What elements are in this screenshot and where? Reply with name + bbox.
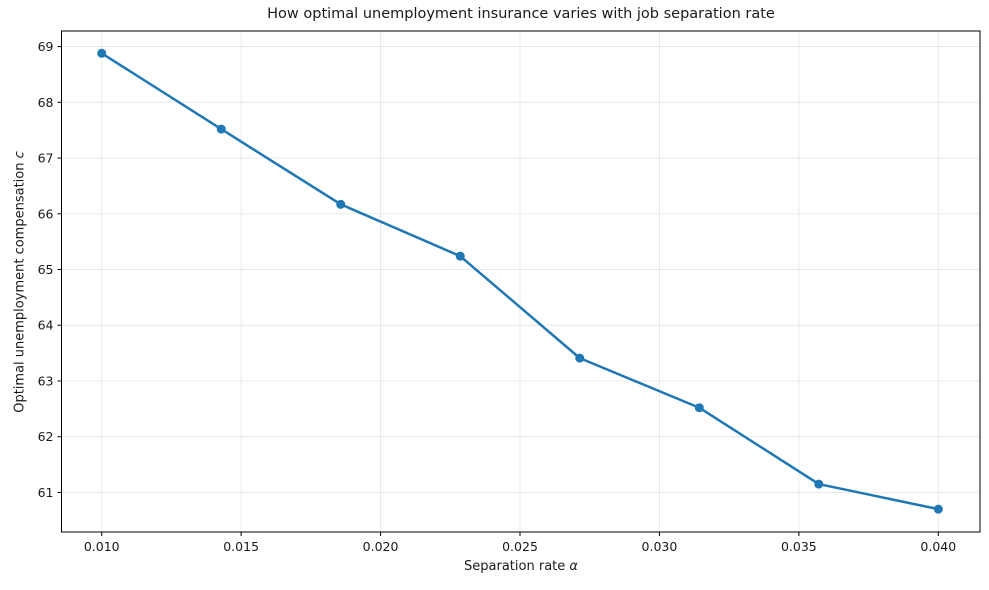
y-tick-label: 64 bbox=[38, 318, 54, 333]
plot-border bbox=[61, 30, 981, 533]
x-axis-label: Separation rate α bbox=[62, 559, 980, 574]
x-tick-label: 0.020 bbox=[363, 539, 399, 554]
data-point bbox=[694, 403, 704, 413]
data-point bbox=[97, 48, 107, 58]
y-tick-label: 67 bbox=[38, 151, 54, 166]
x-tick-label: 0.030 bbox=[642, 539, 678, 554]
x-tick-label: 0.010 bbox=[84, 539, 120, 554]
y-tick-label: 62 bbox=[38, 429, 54, 444]
y-tick-label: 68 bbox=[38, 95, 54, 110]
x-axis-label-symbol: α bbox=[569, 559, 578, 574]
y-axis-label: Optimal unemployment compensation c bbox=[13, 151, 28, 413]
x-tick-label: 0.035 bbox=[781, 539, 817, 554]
y-tick-label: 66 bbox=[38, 206, 54, 221]
y-tick-label: 61 bbox=[38, 485, 54, 500]
y-axis-label-text: Optimal unemployment compensation bbox=[12, 158, 28, 413]
data-point bbox=[933, 504, 943, 514]
y-axis-label-symbol: c bbox=[12, 151, 28, 159]
x-tick-label: 0.025 bbox=[502, 539, 538, 554]
data-point bbox=[216, 124, 226, 134]
data-point bbox=[575, 353, 585, 363]
data-point bbox=[336, 199, 346, 209]
x-axis-label-text: Separation rate bbox=[464, 559, 570, 574]
y-tick-label: 63 bbox=[38, 373, 54, 388]
x-tick-label: 0.015 bbox=[223, 539, 259, 554]
data-line bbox=[100, 52, 940, 511]
chart-title: How optimal unemployment insurance varie… bbox=[267, 6, 775, 22]
y-tick-label: 65 bbox=[38, 262, 54, 277]
data-point bbox=[814, 479, 824, 489]
x-tick-label: 0.040 bbox=[920, 539, 956, 554]
data-point bbox=[455, 251, 465, 261]
y-tick-label: 69 bbox=[38, 39, 54, 54]
